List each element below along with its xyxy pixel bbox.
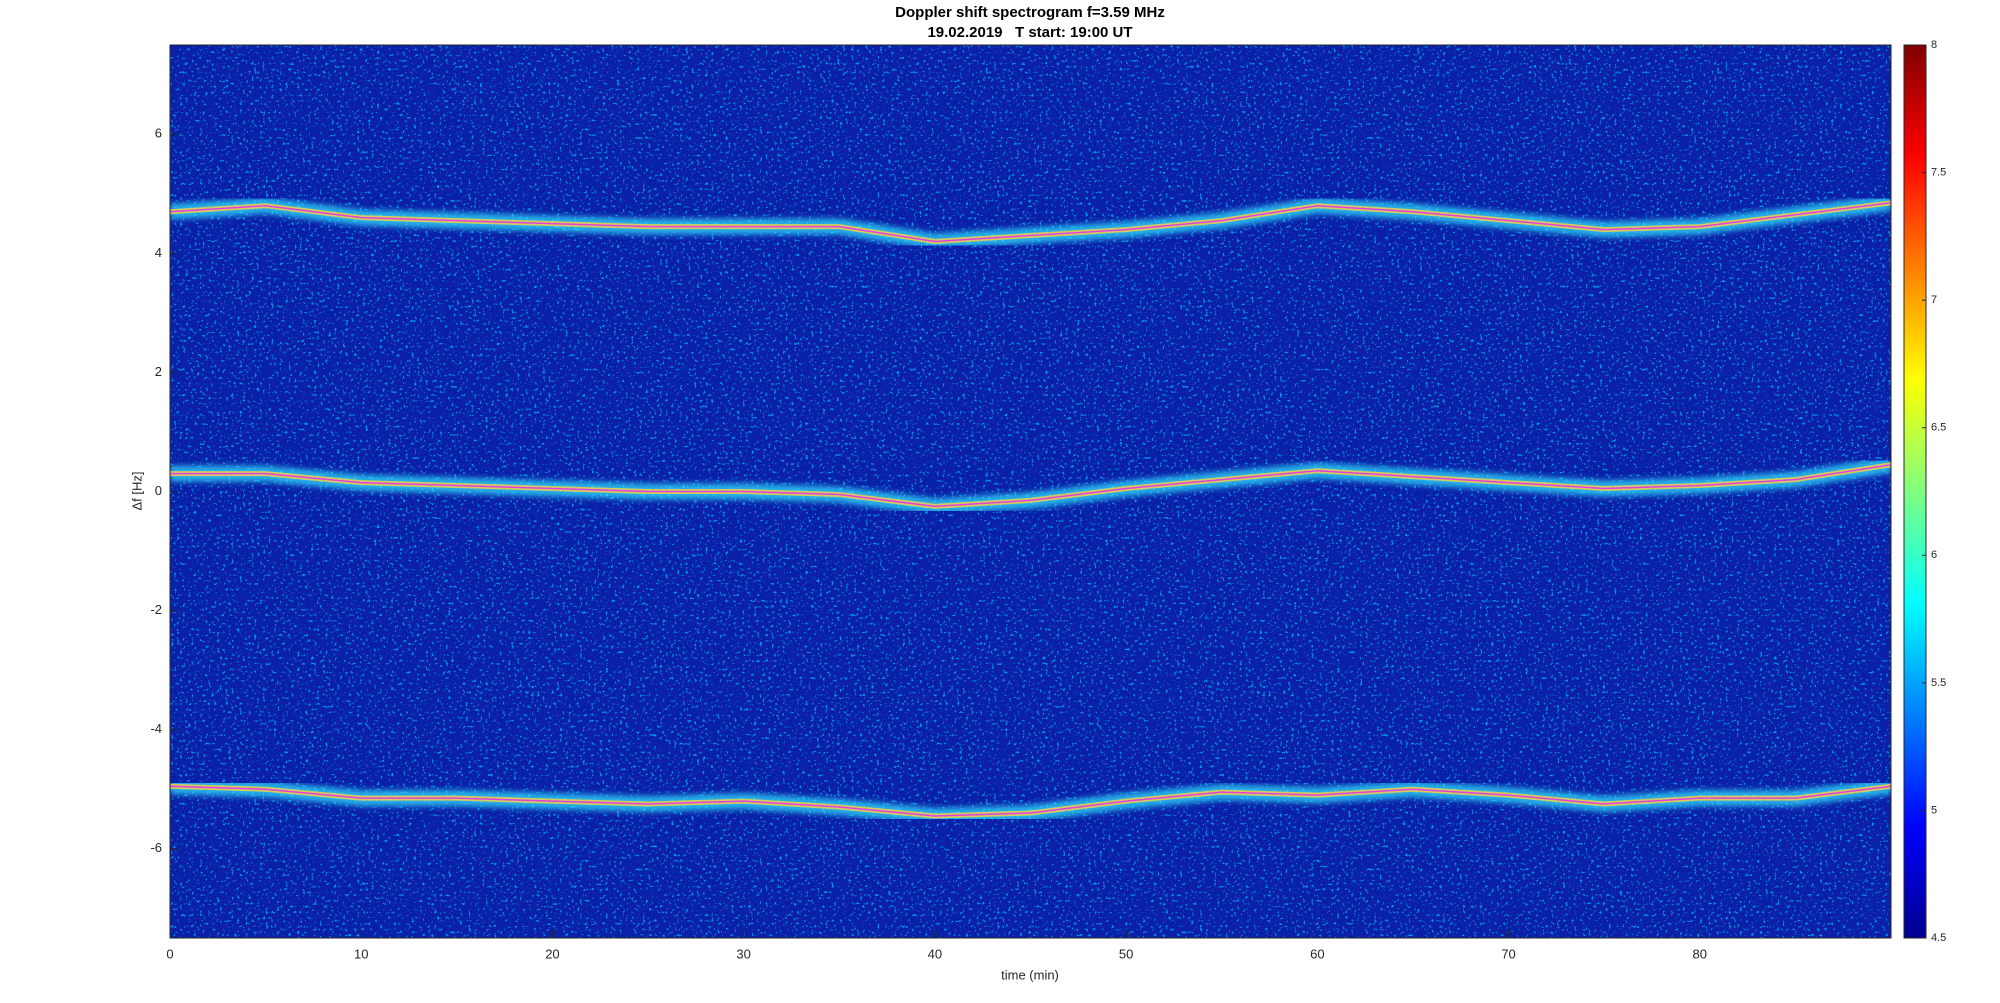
x-tick-label: 30 [736, 946, 750, 961]
traces [170, 194, 1891, 825]
x-tick-label: 80 [1693, 946, 1707, 961]
y-tick-label: 6 [155, 126, 162, 141]
y-tick-label: -4 [150, 721, 162, 736]
x-tick-label: 70 [1501, 946, 1515, 961]
colorbar-tick-label: 6 [1931, 549, 1937, 561]
x-axis-label: time (min) [1001, 967, 1059, 982]
x-tick-label: 20 [545, 946, 559, 961]
colorbar-tick-label: 5.5 [1931, 677, 1946, 689]
colorbar-tick-label: 5 [1931, 804, 1937, 816]
y-tick-label: 2 [155, 364, 162, 379]
chart-title: Doppler shift spectrogram f=3.59 MHz [895, 4, 1165, 21]
colorbar-tick-label: 7 [1931, 294, 1937, 306]
x-tick-label: 50 [1119, 946, 1133, 961]
trace-line [170, 202, 1891, 243]
colorbar: 4.5 5 5.5 6 6.5 7 7.5 8 [1903, 39, 1946, 944]
trace-line [170, 463, 1891, 508]
colorbar-scale [1903, 44, 1927, 939]
y-tick-label: -6 [150, 840, 162, 855]
colorbar-tick-label: 8 [1931, 39, 1937, 51]
x-tick-label: 40 [928, 946, 942, 961]
colorbar-tick-label: 4.5 [1931, 932, 1946, 944]
trace-line [170, 785, 1891, 817]
y-tick-label: -2 [150, 602, 162, 617]
chart-subtitle: 19.02.2019 T start: 19:00 UT [927, 24, 1132, 41]
colorbar-tick-label: 6.5 [1931, 422, 1946, 434]
colorbar-tick-label: 7.5 [1931, 166, 1946, 178]
y-tick-label: 0 [155, 483, 162, 498]
x-tick-label: 60 [1310, 946, 1324, 961]
x-tick-label: 10 [354, 946, 368, 961]
y-axis-label: Δf [Hz] [129, 471, 144, 510]
x-tick-label: 0 [166, 946, 173, 961]
y-tick-label: 4 [155, 245, 162, 260]
